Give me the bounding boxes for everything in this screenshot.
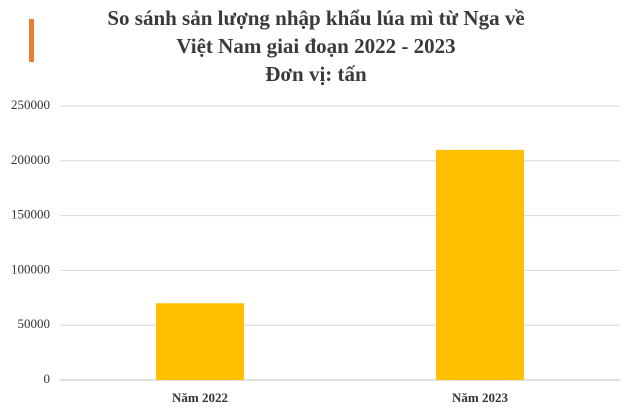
- x-tick-label: Năm 2022: [172, 390, 228, 405]
- y-tick-label: 0: [44, 371, 51, 386]
- bar: [436, 149, 524, 380]
- chart-title: Việt Nam giai đoạn 2022 - 2023: [176, 34, 455, 58]
- bar: [156, 303, 244, 380]
- y-tick-label: 250000: [11, 97, 50, 112]
- accent-bar: [29, 19, 34, 62]
- y-tick-label: 100000: [11, 261, 50, 276]
- y-tick-label: 150000: [11, 207, 50, 222]
- chart-title: So sánh sản lượng nhập khẩu lúa mì từ Ng…: [107, 6, 524, 30]
- y-tick-label: 200000: [11, 152, 50, 167]
- chart-subtitle: Đơn vị: tấn: [265, 62, 367, 86]
- y-tick-label: 50000: [18, 316, 51, 331]
- x-tick-label: Năm 2023: [452, 390, 508, 405]
